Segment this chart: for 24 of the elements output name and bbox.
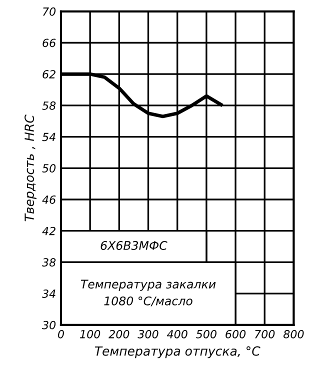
y-tick-label: 50 — [42, 164, 56, 173]
y-tick-label: 66 — [42, 38, 56, 48]
x-axis-title: Температура отпуска, °С — [94, 346, 260, 358]
y-tick-label: 38 — [42, 258, 56, 267]
x-tick-label: 100 — [80, 330, 100, 338]
y-tick-label: 54 — [42, 132, 56, 142]
x-tick-label: 600 — [226, 330, 246, 338]
x-tick-label: 800 — [283, 330, 304, 338]
y-tick-label: 34 — [42, 290, 56, 298]
y-tick-label: 46 — [42, 195, 56, 204]
y-tick-label: 62 — [42, 70, 56, 78]
y-tick-label: 42 — [42, 226, 56, 236]
y-axis-title: Твердость , HRC — [24, 114, 36, 222]
y-tick-label: 70 — [43, 7, 56, 16]
y-tick-label: 30 — [42, 320, 56, 330]
x-tick-label: 700 — [255, 330, 275, 338]
x-tick-label: 400 — [166, 330, 188, 338]
x-tick-label: 300 — [138, 330, 158, 338]
y-tick-label: 58 — [42, 101, 56, 110]
annotation: 6Х6В3МФС — [100, 241, 168, 250]
x-tick-label: 500 — [196, 330, 216, 338]
x-tick-label: 0 — [58, 330, 64, 338]
x-tick-label: 200 — [108, 330, 130, 338]
annotation: Температура закалки 1080 °С/масло — [80, 280, 216, 306]
